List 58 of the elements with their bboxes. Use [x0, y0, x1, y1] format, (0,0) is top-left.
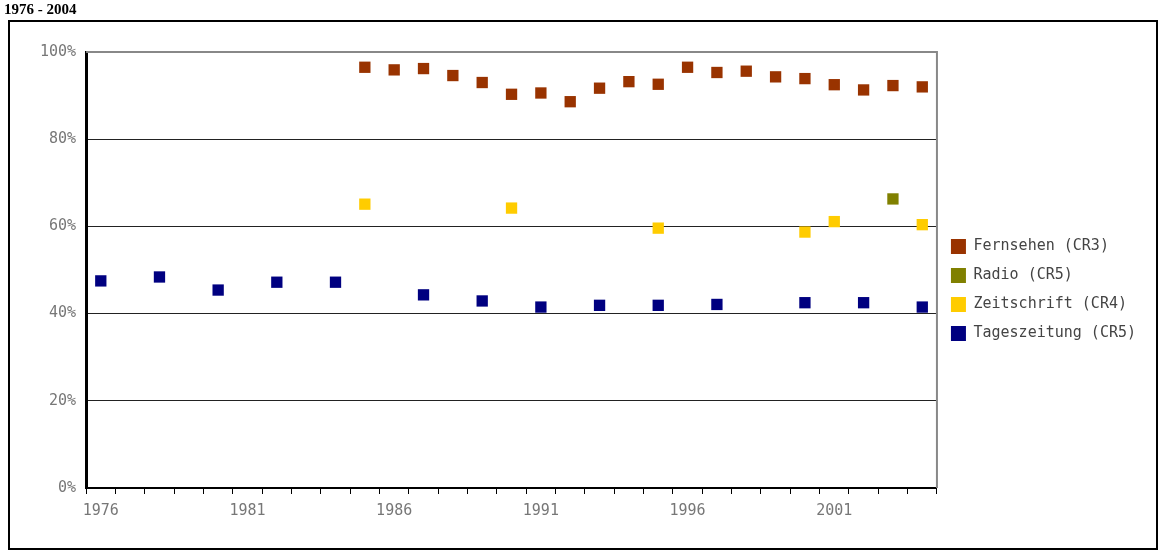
chart-title: 1976 - 2004 — [3, 0, 78, 18]
point — [623, 75, 635, 88]
point — [476, 76, 488, 89]
point — [887, 79, 899, 92]
point — [652, 299, 664, 311]
point — [916, 301, 928, 313]
x-tick-label: 1986 — [376, 500, 413, 519]
point — [95, 275, 107, 287]
point — [857, 297, 870, 309]
point — [681, 61, 694, 73]
point — [359, 198, 371, 210]
legend-label: Radio (CR5) — [973, 265, 1073, 284]
point — [652, 222, 664, 234]
point — [593, 299, 606, 311]
y-tick-label: 0% — [58, 477, 77, 496]
point — [476, 295, 488, 307]
point — [359, 61, 371, 73]
y-tick-label: 100% — [40, 41, 77, 60]
x-tick-label: 2001 — [816, 500, 853, 519]
y-tick-label: 20% — [49, 390, 77, 409]
point — [711, 66, 723, 79]
point — [769, 71, 782, 83]
point — [799, 297, 811, 309]
point — [505, 202, 518, 214]
point — [329, 276, 342, 288]
point — [564, 96, 576, 108]
y-tick-label: 80% — [49, 129, 77, 148]
point — [711, 298, 723, 311]
point — [799, 72, 811, 85]
point — [740, 65, 752, 77]
point — [153, 271, 166, 283]
point — [828, 79, 840, 91]
point — [916, 219, 928, 231]
point — [271, 276, 283, 288]
point — [388, 64, 400, 76]
y-tick-label: 40% — [49, 303, 77, 322]
point — [799, 226, 811, 238]
point — [535, 87, 547, 99]
point — [447, 69, 459, 82]
x-tick-label: 1976 — [82, 500, 119, 519]
point — [505, 88, 518, 100]
legend-label: Zeitschrift (CR4) — [973, 294, 1127, 313]
legend-label: Tageszeitung (CR5) — [973, 323, 1137, 342]
x-tick-label: 1981 — [229, 500, 266, 519]
point — [916, 81, 928, 93]
point — [828, 215, 840, 228]
point — [535, 301, 547, 313]
x-tick-label: 1991 — [522, 500, 559, 519]
point — [417, 62, 430, 75]
point — [417, 289, 430, 301]
x-tick-label: 1996 — [669, 500, 706, 519]
point — [857, 84, 870, 96]
point — [212, 284, 224, 296]
y-tick-label: 60% — [49, 216, 77, 235]
point — [887, 193, 899, 205]
point — [593, 82, 606, 94]
legend-label: Fernsehen (CR3) — [973, 236, 1109, 255]
point — [652, 78, 664, 90]
